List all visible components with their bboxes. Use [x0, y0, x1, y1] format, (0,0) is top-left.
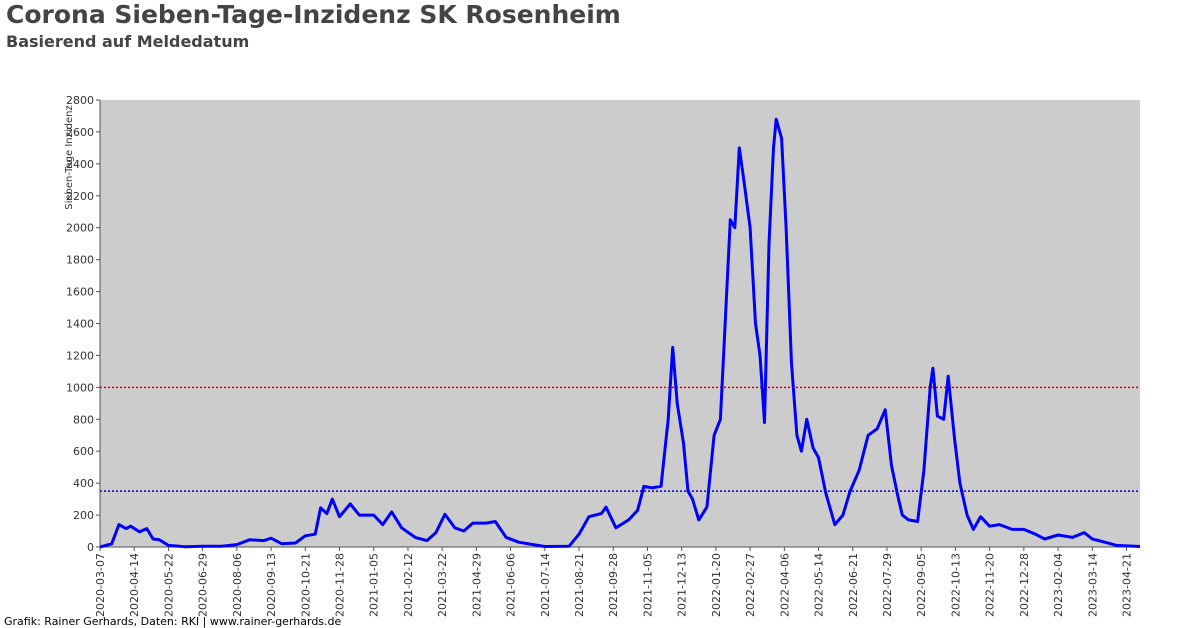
y-tick-label: 0	[87, 541, 94, 554]
y-tick-label: 2600	[66, 126, 94, 139]
x-tick-label: 2021-07-14	[539, 553, 552, 617]
x-tick-label: 2020-11-28	[334, 553, 347, 617]
y-axis-label: Sieben-Tage Inzidenz	[64, 105, 75, 209]
y-tick-label: 800	[73, 413, 94, 426]
y-tick-label: 200	[73, 509, 94, 522]
y-tick-label: 1800	[66, 254, 94, 267]
y-tick-label: 1000	[66, 381, 94, 394]
x-tick-label: 2020-09-13	[265, 553, 278, 617]
x-tick-label: 2021-03-22	[436, 553, 449, 617]
x-tick-label: 2020-03-07	[94, 553, 107, 617]
x-tick-label: 2021-04-29	[470, 553, 483, 617]
x-tick-label: 2022-05-14	[813, 553, 826, 617]
x-tick-label: 2022-10-13	[949, 553, 962, 617]
x-tick-label: 2020-05-22	[162, 553, 175, 617]
x-tick-label: 2022-01-20	[710, 553, 723, 617]
source-note: Grafik: Rainer Gerhards, Daten: RKI | ww…	[4, 615, 342, 628]
x-tick-label: 2022-12-28	[1018, 553, 1031, 617]
chart-subtitle: Basierend auf Meldedatum	[6, 32, 249, 51]
x-tick-label: 2022-11-20	[984, 553, 997, 617]
x-tick-label: 2023-04-21	[1120, 553, 1133, 617]
x-tick-label: 2021-06-06	[505, 553, 518, 617]
x-tick-label: 2022-09-05	[915, 553, 928, 617]
x-tick-label: 2023-03-14	[1086, 553, 1099, 617]
x-tick-label: 2023-02-04	[1052, 553, 1065, 617]
x-tick-label: 2021-08-21	[573, 553, 586, 617]
x-tick-label: 2021-12-13	[676, 553, 689, 617]
x-tick-label: 2022-06-21	[847, 553, 860, 617]
x-tick-label: 2022-04-06	[778, 553, 791, 617]
y-tick-label: 1600	[66, 286, 94, 299]
y-tick-label: 400	[73, 477, 94, 490]
y-tick-label: 2200	[66, 190, 94, 203]
x-tick-label: 2020-06-29	[197, 553, 210, 617]
plot-area	[100, 100, 1140, 547]
y-tick-label: 2400	[66, 158, 94, 171]
y-tick-label: 1400	[66, 318, 94, 331]
data-line	[99, 117, 1141, 549]
y-tick-label: 2800	[66, 94, 94, 107]
x-tick-label: 2020-10-21	[299, 553, 312, 617]
y-tick-label: 1200	[66, 349, 94, 362]
x-tick-label: 2020-04-14	[128, 553, 141, 617]
x-tick-label: 2022-07-29	[881, 553, 894, 617]
x-tick-label: 2020-08-06	[231, 553, 244, 617]
chart-title: Corona Sieben-Tage-Inzidenz SK Rosenheim	[6, 0, 621, 29]
x-tick-label: 2022-02-27	[744, 553, 757, 617]
x-tick-label: 2021-01-05	[368, 553, 381, 617]
y-tick-label: 2000	[66, 222, 94, 235]
x-tick-label: 2021-11-05	[641, 553, 654, 617]
x-tick-label: 2021-09-28	[607, 553, 620, 617]
x-tick-label: 2021-02-12	[402, 553, 415, 617]
y-tick-label: 600	[73, 445, 94, 458]
